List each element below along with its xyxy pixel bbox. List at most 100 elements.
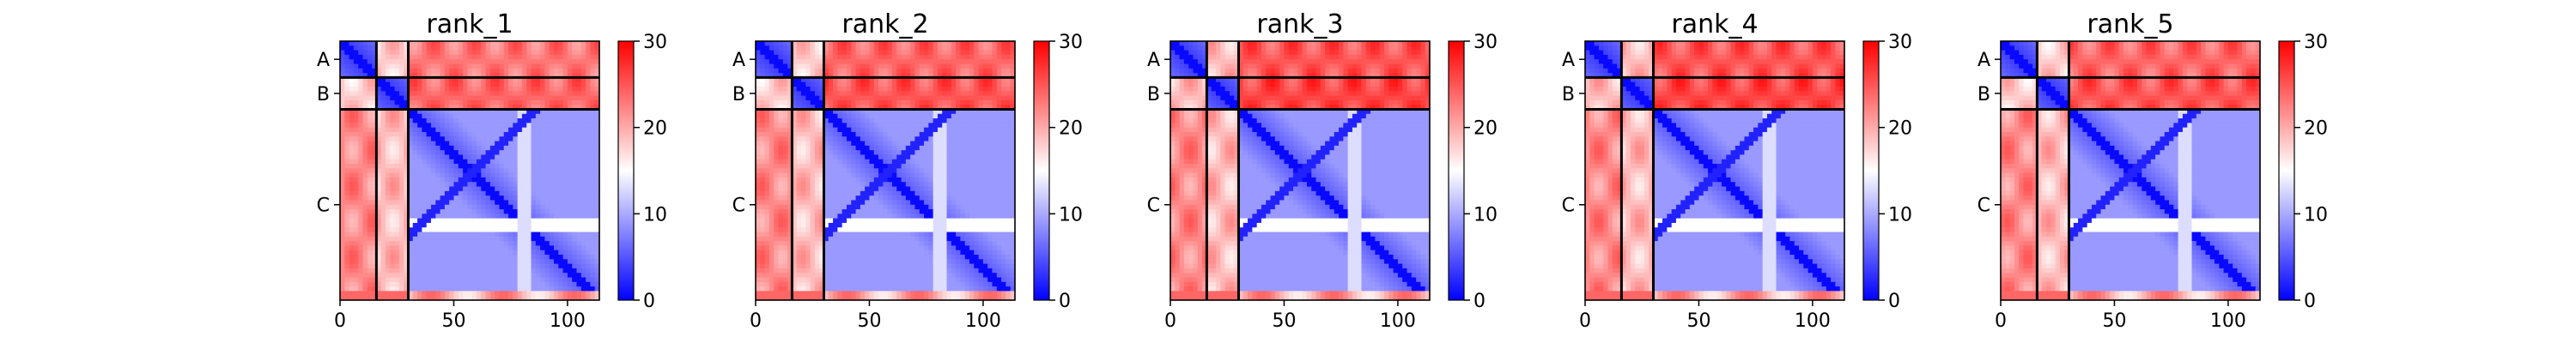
- heatmap-cell: [404, 91, 410, 97]
- heatmap-cell: [535, 273, 541, 279]
- heatmap-cell: [891, 150, 897, 156]
- heatmap-cell: [576, 172, 582, 178]
- heatmap-cell: [513, 218, 519, 224]
- heatmap-cell: [535, 263, 541, 269]
- heatmap-cell: [869, 86, 875, 92]
- heatmap-cell: [449, 204, 455, 210]
- heatmap-cell: [495, 141, 501, 147]
- heatmap-cell: [558, 291, 564, 297]
- heatmap-cell: [404, 190, 410, 196]
- heatmap-cell: [590, 295, 596, 301]
- heatmap-cell: [444, 186, 450, 192]
- heatmap-cell: [769, 109, 775, 115]
- heatmap-cell: [362, 227, 368, 233]
- heatmap-cell: [453, 291, 459, 297]
- heatmap-cell: [426, 59, 432, 65]
- heatmap-cell: [855, 45, 861, 51]
- heatmap-cell: [878, 168, 884, 174]
- heatmap-cell: [417, 99, 422, 105]
- heatmap-cell: [426, 268, 432, 274]
- heatmap-cell: [367, 182, 373, 188]
- heatmap-cell: [404, 250, 410, 256]
- heatmap-cell: [805, 105, 811, 111]
- heatmap-cell: [819, 109, 825, 115]
- heatmap-cell: [489, 123, 495, 129]
- heatmap-cell: [942, 109, 948, 115]
- heatmap-cell: [485, 227, 491, 233]
- heatmap-cell: [531, 263, 537, 269]
- heatmap-cell: [344, 218, 350, 224]
- heatmap-cell: [499, 232, 505, 238]
- heatmap-cell: [860, 81, 866, 87]
- heatmap-cell: [572, 105, 578, 111]
- heatmap-cell: [408, 168, 414, 174]
- heatmap-cell: [576, 109, 582, 115]
- heatmap-cell: [367, 236, 373, 242]
- heatmap-cell: [513, 81, 519, 87]
- heatmap-cell: [901, 68, 907, 74]
- heatmap-cell: [385, 273, 391, 279]
- heatmap-cell: [787, 95, 793, 101]
- heatmap-cell: [481, 81, 487, 87]
- heatmap-cell: [398, 118, 404, 123]
- heatmap-cell: [489, 45, 495, 51]
- heatmap-cell: [860, 91, 866, 97]
- heatmap-cell: [430, 190, 436, 196]
- heatmap-cell: [521, 250, 527, 256]
- heatmap-cell: [865, 86, 871, 92]
- heatmap-cell: [819, 131, 825, 137]
- heatmap-cell: [586, 263, 592, 269]
- heatmap-cell: [586, 286, 592, 292]
- heatmap-cell: [982, 168, 988, 174]
- heatmap-cell: [942, 68, 948, 74]
- heatmap-cell: [572, 204, 578, 210]
- heatmap-cell: [398, 81, 404, 87]
- heatmap-cell: [458, 241, 464, 247]
- heatmap-cell: [540, 113, 546, 119]
- heatmap-cell: [535, 291, 541, 297]
- heatmap-cell: [372, 150, 377, 156]
- heatmap-cell: [521, 177, 527, 183]
- heatmap-cell: [535, 73, 541, 78]
- heatmap-cell: [924, 41, 929, 46]
- heatmap-cell: [828, 73, 834, 78]
- heatmap-cell: [878, 50, 884, 56]
- heatmap-cell: [982, 59, 988, 65]
- heatmap-cell: [367, 154, 373, 160]
- heatmap-cell: [974, 41, 980, 46]
- heatmap-cell: [828, 63, 834, 69]
- heatmap-cell: [590, 172, 596, 178]
- heatmap-cell: [969, 113, 975, 119]
- heatmap-cell: [1001, 141, 1007, 147]
- heatmap-cell: [513, 182, 519, 188]
- heatmap-cell: [833, 41, 838, 46]
- heatmap-cell: [435, 99, 441, 105]
- heatmap-cell: [910, 59, 916, 65]
- heatmap-cell: [349, 95, 355, 101]
- heatmap-cell: [928, 168, 934, 174]
- heatmap-cell: [513, 45, 519, 51]
- heatmap-cell: [440, 68, 446, 74]
- heatmap-cell: [485, 131, 491, 137]
- heatmap-cell: [521, 172, 527, 178]
- heatmap-cell: [435, 164, 441, 169]
- heatmap-cell: [590, 81, 596, 87]
- heatmap-cell: [481, 277, 487, 283]
- heatmap-cell: [554, 145, 559, 151]
- heatmap-cell: [594, 159, 600, 165]
- heatmap-cell: [796, 145, 802, 151]
- heatmap-cell: [956, 73, 962, 78]
- heatmap-cell: [495, 77, 501, 83]
- heatmap-cell: [760, 131, 766, 137]
- heatmap-cell: [576, 281, 582, 287]
- heatmap-cell: [891, 99, 897, 105]
- heatmap-cell: [531, 214, 537, 220]
- heatmap-cell: [417, 118, 422, 123]
- heatmap-cell: [942, 113, 948, 119]
- heatmap-cell: [372, 154, 377, 160]
- heatmap-cell: [974, 45, 980, 51]
- heatmap-cell: [914, 105, 920, 111]
- heatmap-cell: [426, 105, 432, 111]
- heatmap-cell: [567, 99, 573, 105]
- heatmap-cell: [1010, 123, 1016, 129]
